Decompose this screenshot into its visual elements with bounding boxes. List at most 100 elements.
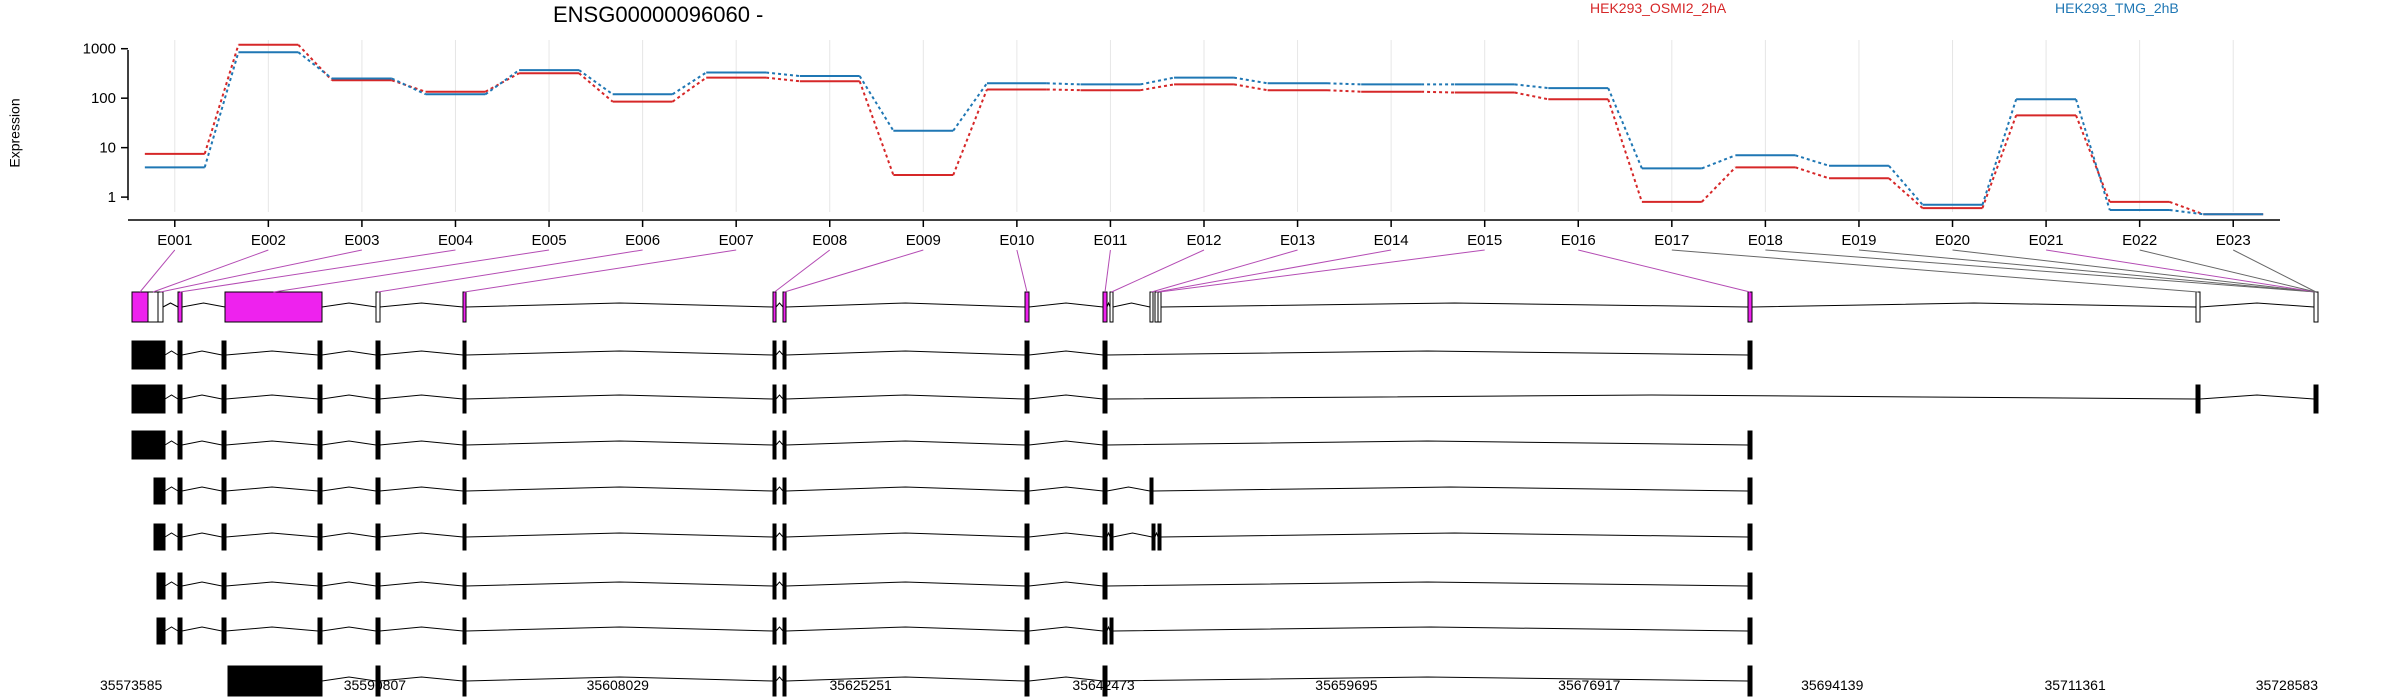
series-connector	[1795, 166, 1830, 180]
genomic-coordinate-label: 35625251	[830, 677, 893, 693]
intron-line	[785, 581, 1026, 587]
x-tick-label-e013: E013	[1280, 232, 1315, 249]
exon-connector	[160, 249, 363, 293]
series-connector	[2169, 200, 2204, 216]
exon-box	[2195, 291, 2201, 323]
transcript-track	[153, 523, 1753, 551]
intron-line	[1112, 532, 1153, 538]
exon-box	[131, 430, 166, 460]
genomic-coordinate-label: 35573585	[100, 677, 163, 693]
series-connector	[766, 71, 800, 78]
series-connector	[1514, 83, 1549, 90]
intron-line	[164, 440, 179, 446]
series-connector	[1046, 88, 1081, 92]
exon-connector	[2232, 249, 2317, 293]
exon-box	[156, 572, 166, 600]
exon-box	[221, 523, 227, 551]
exon-box	[317, 477, 323, 505]
transcript-track	[156, 617, 1753, 645]
series-connector	[858, 80, 895, 176]
exon-connector	[377, 249, 643, 293]
exon-connector	[2046, 249, 2317, 293]
exon-connector	[179, 249, 456, 293]
chart-title: ENSG00000096060 -	[553, 2, 764, 27]
series-connector	[1233, 76, 1268, 85]
exon-connector	[1151, 249, 1298, 293]
intron-line	[785, 302, 1026, 308]
intron-line	[775, 532, 784, 538]
exon-box	[462, 572, 467, 600]
intron-line	[164, 486, 179, 492]
series-connector	[1233, 83, 1268, 92]
exon-box	[772, 340, 777, 370]
x-tick-label-e014: E014	[1374, 232, 1409, 249]
exon-box	[1149, 477, 1154, 505]
exon-box	[131, 291, 149, 323]
exon-box	[221, 340, 227, 370]
intron-line	[181, 394, 223, 400]
intron-line	[1106, 440, 1749, 446]
series-connector	[1701, 166, 1737, 203]
exon-box	[1747, 523, 1753, 551]
series-connector	[297, 44, 333, 81]
series-connector	[672, 71, 707, 96]
series-connector	[1607, 87, 1643, 169]
exon-box	[317, 617, 323, 645]
intron-line	[1751, 302, 2197, 308]
intron-line	[1106, 581, 1749, 587]
intron-line	[321, 350, 377, 356]
exon-box	[782, 477, 787, 505]
exon-box	[462, 291, 467, 323]
series-connector	[1514, 91, 1549, 101]
genomic-coordinate-label: 35728583	[2256, 677, 2319, 693]
exon-connector	[1104, 249, 1111, 293]
exon-box	[782, 291, 787, 323]
exon-box	[1109, 617, 1114, 645]
genomic-coordinate-label: 35676917	[1558, 677, 1621, 693]
exon-connector	[784, 249, 924, 293]
exon-box	[772, 291, 777, 323]
intron-line	[1106, 676, 1749, 682]
exon-box	[224, 291, 323, 323]
exon-box	[1151, 523, 1156, 551]
exon-box	[782, 665, 787, 697]
series-connector	[1046, 82, 1081, 86]
exon-box	[317, 572, 323, 600]
x-tick-label-e022: E022	[2122, 232, 2157, 249]
exon-box	[1109, 291, 1114, 323]
exon-box	[375, 384, 381, 414]
x-tick-label-e002: E002	[251, 232, 286, 249]
exon-connector	[1578, 249, 1751, 293]
exon-box	[1747, 430, 1753, 460]
intron-line	[465, 394, 774, 400]
exon-box	[131, 340, 166, 370]
exon-box	[153, 477, 166, 505]
exon-box	[177, 291, 183, 323]
exon-box	[317, 340, 323, 370]
exon-connector	[1111, 249, 1205, 293]
intron-line	[162, 302, 179, 308]
exon-box	[1024, 665, 1030, 697]
intron-line	[379, 532, 464, 538]
exon-box	[772, 430, 777, 460]
intron-line	[321, 486, 377, 492]
intron-line	[1028, 532, 1104, 538]
series-connector	[1607, 98, 1643, 203]
exon-connector	[464, 249, 737, 293]
series-connector	[1795, 154, 1830, 167]
intron-line	[775, 581, 784, 587]
exon-box	[221, 617, 227, 645]
intron-line	[785, 440, 1026, 446]
series-connector	[484, 69, 520, 96]
exon-box	[1102, 291, 1108, 323]
intron-line	[2199, 302, 2315, 308]
genomic-coordinate-label: 35642473	[1072, 677, 1135, 693]
exon-connector	[139, 249, 176, 293]
genomic-coordinate-label: 35608029	[587, 677, 650, 693]
intron-line	[1028, 350, 1104, 356]
exon-connector	[2139, 249, 2317, 293]
intron-line	[465, 676, 774, 682]
exon-box	[772, 477, 777, 505]
intron-line	[181, 626, 223, 632]
